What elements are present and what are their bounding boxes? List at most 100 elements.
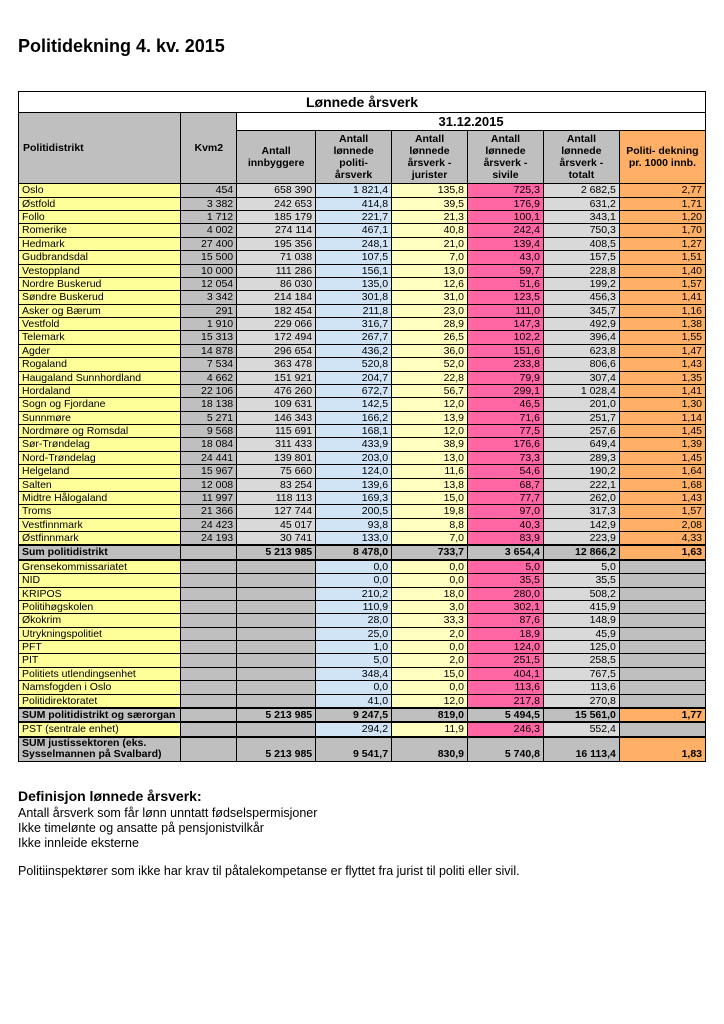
header-c3: Antall lønnede årsverk - jurister: [392, 131, 468, 184]
table-cell: Vestfinnmark: [19, 518, 181, 531]
table-cell: Midtre Hålogaland: [19, 491, 181, 504]
table-cell: 43,0: [468, 251, 544, 264]
table-cell: 1,64: [619, 465, 705, 478]
table-cell: 13,0: [392, 264, 468, 277]
table-cell: [619, 654, 705, 667]
table-row: NID0,00,035,535,5: [19, 574, 706, 587]
table-cell: 210,2: [316, 587, 392, 600]
table-cell: Sogn og Fjordane: [19, 398, 181, 411]
table-cell: 552,4: [543, 722, 619, 736]
table-cell: 725,3: [468, 184, 544, 197]
table-cell: 73,3: [468, 451, 544, 464]
table-cell: 246,3: [468, 722, 544, 736]
table-cell: SUM justissektoren (eks. Sysselmannen på…: [19, 737, 181, 762]
table-cell: 299,1: [468, 384, 544, 397]
table-cell: 151 921: [237, 371, 316, 384]
table-cell: 307,4: [543, 371, 619, 384]
table-cell: Helgeland: [19, 465, 181, 478]
table-cell: Sør-Trøndelag: [19, 438, 181, 451]
page-title: Politidekning 4. kv. 2015: [18, 36, 706, 57]
table-cell: 13,9: [392, 411, 468, 424]
table-row: SUM justissektoren (eks. Sysselmannen på…: [19, 737, 706, 762]
table-cell: Østfold: [19, 197, 181, 210]
table-cell: 113,6: [543, 681, 619, 694]
table-cell: 21 366: [181, 505, 237, 518]
table-cell: 59,7: [468, 264, 544, 277]
table-cell: 40,8: [392, 224, 468, 237]
table-cell: 1,51: [619, 251, 705, 264]
table-cell: 24 423: [181, 518, 237, 531]
table-row: Agder14 878296 654436,236,0151,6623,81,4…: [19, 344, 706, 357]
table-cell: 11,6: [392, 465, 468, 478]
table-cell: 24 441: [181, 451, 237, 464]
table-cell: 102,2: [468, 331, 544, 344]
table-cell: 15 313: [181, 331, 237, 344]
header-c6: Politi- dekning pr. 1000 innb.: [619, 131, 705, 184]
table-cell: 228,8: [543, 264, 619, 277]
table-cell: 242,4: [468, 224, 544, 237]
header-super1: Lønnede årsverk: [19, 92, 706, 113]
table-cell: [181, 722, 237, 736]
table-cell: 151,6: [468, 344, 544, 357]
table-row: Haugaland Sunnhordland4 662151 921204,72…: [19, 371, 706, 384]
header-date: 31.12.2015: [237, 113, 706, 131]
table-row: Helgeland15 96775 660124,011,654,6190,21…: [19, 465, 706, 478]
table-cell: 185 179: [237, 211, 316, 224]
table-cell: 1,43: [619, 491, 705, 504]
table-cell: 39,5: [392, 197, 468, 210]
table-cell: 291: [181, 304, 237, 317]
table-cell: [237, 560, 316, 574]
table-cell: 97,0: [468, 505, 544, 518]
table-cell: 767,5: [543, 667, 619, 680]
table-row: Politihøgskolen110,93,0302,1415,9: [19, 600, 706, 613]
table-cell: 5 213 985: [237, 737, 316, 762]
table-cell: 221,7: [316, 211, 392, 224]
table-cell: 5,0: [316, 654, 392, 667]
table-cell: 408,5: [543, 237, 619, 250]
table-cell: 12,0: [392, 694, 468, 708]
table-row: Østfinnmark24 19330 741133,07,083,9223,9…: [19, 532, 706, 546]
table-row: KRIPOS210,218,0280,0508,2: [19, 587, 706, 600]
table-row: Nordre Buskerud12 05486 030135,012,651,6…: [19, 277, 706, 290]
table-cell: 113,6: [468, 681, 544, 694]
table-cell: 157,5: [543, 251, 619, 264]
table-cell: 467,1: [316, 224, 392, 237]
table-cell: 1,16: [619, 304, 705, 317]
table-cell: Politiets utlendingsenhet: [19, 667, 181, 680]
table-cell: 0,0: [392, 560, 468, 574]
table-cell: 1,27: [619, 237, 705, 250]
table-cell: [237, 722, 316, 736]
table-cell: 316,7: [316, 318, 392, 331]
table-cell: 75 660: [237, 465, 316, 478]
table-cell: 182 454: [237, 304, 316, 317]
table-cell: 1,83: [619, 737, 705, 762]
table-cell: 176,6: [468, 438, 544, 451]
table-cell: 23,0: [392, 304, 468, 317]
table-cell: 5 740,8: [468, 737, 544, 762]
table-cell: 4,33: [619, 532, 705, 546]
table-cell: [181, 560, 237, 574]
table-cell: 147,3: [468, 318, 544, 331]
table-cell: 3 654,4: [468, 545, 544, 559]
table-cell: 12 054: [181, 277, 237, 290]
table-cell: 86 030: [237, 277, 316, 290]
table-cell: 222,1: [543, 478, 619, 491]
table-cell: Haugaland Sunnhordland: [19, 371, 181, 384]
table-cell: 168,1: [316, 425, 392, 438]
definitions-header: Definisjon lønnede årsverk:: [18, 788, 706, 804]
table-cell: 204,7: [316, 371, 392, 384]
table-cell: 12,0: [392, 425, 468, 438]
definitions-footnote: Politiinspektører som ikke har krav til …: [18, 864, 706, 878]
table-cell: 71 038: [237, 251, 316, 264]
table-cell: [619, 627, 705, 640]
table-cell: 5 494,5: [468, 708, 544, 722]
table-cell: 1,0: [316, 641, 392, 654]
table-cell: 1,30: [619, 398, 705, 411]
table-cell: 15,0: [392, 491, 468, 504]
table-cell: 267,7: [316, 331, 392, 344]
table-cell: 1,68: [619, 478, 705, 491]
table-cell: 0,0: [392, 641, 468, 654]
table-cell: 18 138: [181, 398, 237, 411]
table-row: Nordmøre og Romsdal9 568115 691168,112,0…: [19, 425, 706, 438]
table-cell: 1,57: [619, 505, 705, 518]
